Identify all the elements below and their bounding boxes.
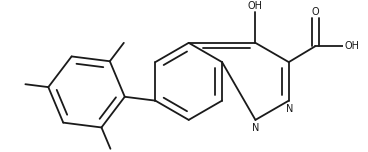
Text: N: N <box>252 123 259 133</box>
Text: OH: OH <box>248 1 263 11</box>
Text: OH: OH <box>345 41 360 51</box>
Text: N: N <box>286 104 293 114</box>
Text: O: O <box>311 7 319 17</box>
